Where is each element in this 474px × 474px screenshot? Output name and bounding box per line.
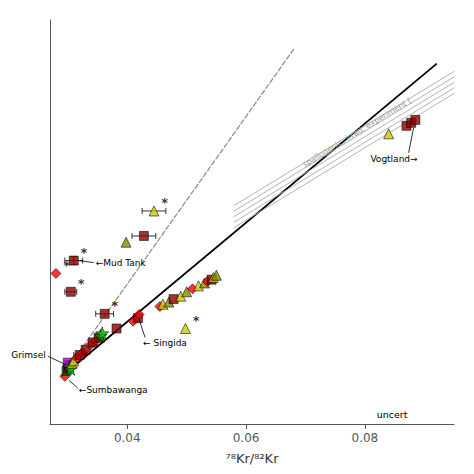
svg-text:0.08: 0.08 (352, 431, 379, 445)
svg-text:←Mud Tank: ←Mud Tank (96, 258, 147, 268)
svg-text:*: * (112, 298, 119, 313)
svg-text:*: * (193, 313, 200, 328)
svg-text:Grimsel: Grimsel (11, 350, 46, 360)
svg-text:0.06: 0.06 (233, 431, 260, 445)
svg-text:*: * (78, 276, 85, 291)
svg-text:spallogenic, irrad. experiment: spallogenic, irrad. experiment ( (301, 96, 413, 170)
svg-text:Vogtland→: Vogtland→ (370, 154, 418, 164)
svg-text:*: * (63, 258, 70, 273)
svg-text:*: * (161, 195, 168, 210)
svg-text:← Singida: ← Singida (143, 338, 187, 348)
svg-text:*: * (81, 245, 88, 260)
svg-text:⁷⁸Kr/⁸²Kr: ⁷⁸Kr/⁸²Kr (226, 451, 280, 466)
svg-text:←Sumbawanga: ←Sumbawanga (79, 385, 148, 395)
svg-text:uncert: uncert (377, 409, 408, 420)
svg-text:0.04: 0.04 (114, 431, 141, 445)
